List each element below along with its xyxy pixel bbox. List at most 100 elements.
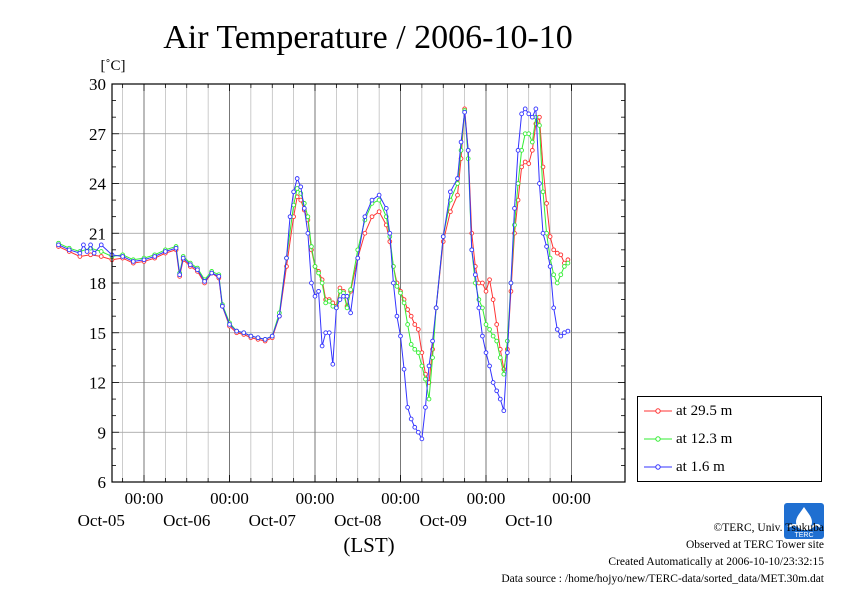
y-tick-label: 15 xyxy=(89,324,106,343)
series-point xyxy=(558,333,564,339)
series-layer xyxy=(56,106,571,442)
legend-marker-1-6m xyxy=(644,464,672,470)
series-point xyxy=(326,298,332,304)
series-point xyxy=(298,197,304,203)
series-point xyxy=(376,197,382,203)
series-point xyxy=(312,264,318,269)
series-point xyxy=(469,230,475,236)
footer-source: Data source : /home/hojyo/new/TERC-data/… xyxy=(501,573,824,585)
series-point xyxy=(565,260,571,266)
series-point xyxy=(91,250,97,256)
chart-title: Air Temperature / 2006-10-10 xyxy=(163,19,573,56)
x-tick-date-label: Oct-05 xyxy=(78,511,125,530)
series-point xyxy=(551,305,557,311)
series-point xyxy=(419,363,425,369)
series-point xyxy=(248,333,254,339)
series-point xyxy=(398,290,403,296)
series-point xyxy=(497,355,503,360)
series-point xyxy=(77,250,83,256)
series-point xyxy=(529,139,535,145)
series-point xyxy=(309,280,314,286)
series-point xyxy=(66,247,72,253)
grid xyxy=(112,84,625,482)
series-point xyxy=(501,408,507,414)
series-point xyxy=(547,234,553,239)
series-point xyxy=(551,247,557,253)
series-2 xyxy=(56,106,571,442)
series-point xyxy=(551,272,557,278)
series-point xyxy=(376,192,382,198)
series-point xyxy=(394,283,400,289)
ticks xyxy=(112,83,625,483)
series-point xyxy=(408,342,414,347)
series-point xyxy=(494,338,500,344)
series-point xyxy=(526,111,532,117)
x-tick-date-label: Oct-09 xyxy=(420,511,467,530)
series-point xyxy=(448,189,453,195)
y-tick-label: 12 xyxy=(89,374,106,393)
series-point xyxy=(544,201,549,206)
logo-label: TERC xyxy=(794,532,813,539)
series-point xyxy=(469,247,475,253)
series-point xyxy=(319,343,325,349)
series-point xyxy=(269,333,275,339)
legend-label-29-5m: at 29.5 m xyxy=(676,403,733,419)
series-point xyxy=(216,274,222,279)
series-point xyxy=(408,416,414,422)
legend-marker-12-3m xyxy=(644,436,672,442)
series-point xyxy=(526,131,532,137)
series-point xyxy=(405,307,410,312)
series-point xyxy=(298,184,304,190)
series-point xyxy=(483,288,489,294)
series-point xyxy=(262,337,268,342)
series-point xyxy=(398,333,403,339)
series-point xyxy=(401,366,407,372)
series-point xyxy=(98,254,104,259)
terc-logo-icon: TERC xyxy=(784,503,824,539)
series-point xyxy=(391,280,396,286)
series-point xyxy=(565,328,571,334)
series-point xyxy=(287,214,293,220)
series-point xyxy=(440,234,446,239)
series-point xyxy=(558,252,564,258)
series-point xyxy=(173,245,179,251)
series-point xyxy=(312,293,318,299)
series-point xyxy=(120,254,125,259)
series-point xyxy=(326,330,332,336)
series-point xyxy=(405,405,410,410)
series-point xyxy=(241,330,247,336)
series-point xyxy=(547,264,553,269)
series-point xyxy=(497,396,503,402)
x-tick-time-label: 00:00 xyxy=(552,489,591,508)
legend-marker-29-5m xyxy=(644,408,672,414)
y-tick-label: 6 xyxy=(98,473,107,492)
legend: at 29.5 m at 12.3 m at 1.6 m xyxy=(637,396,822,482)
series-point xyxy=(522,106,528,112)
series-point xyxy=(362,214,368,220)
series-point xyxy=(305,214,311,220)
series-point xyxy=(430,355,435,360)
series-point xyxy=(487,363,492,369)
series-point xyxy=(81,242,86,248)
series-point xyxy=(84,249,90,254)
series-point xyxy=(412,322,418,327)
y-axis-label: [˚C] xyxy=(101,58,126,74)
series-point xyxy=(490,380,496,385)
series-point xyxy=(480,280,485,286)
y-tick-label: 21 xyxy=(89,224,106,243)
series-point xyxy=(344,293,350,299)
x-tick-date-label: Oct-06 xyxy=(163,511,210,530)
series-point xyxy=(387,230,393,236)
series-point xyxy=(195,267,200,273)
footer-created: Created Automatically at 2006-10-10/23:3… xyxy=(608,556,824,568)
series-point xyxy=(515,147,521,153)
series-point xyxy=(220,303,225,309)
series-point xyxy=(537,181,542,186)
series-point xyxy=(334,305,339,311)
x-tick-time-label: 00:00 xyxy=(381,489,420,508)
x-tick-time-label: 00:00 xyxy=(467,489,506,508)
series-point xyxy=(355,255,361,261)
series-point xyxy=(98,249,104,254)
series-point xyxy=(130,259,136,264)
